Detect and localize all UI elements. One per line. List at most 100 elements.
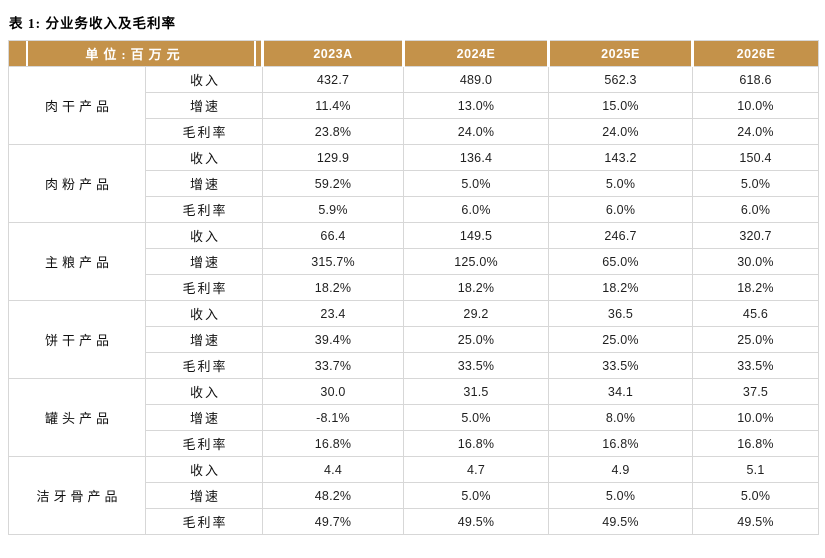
metric-label-cell: 增速 <box>145 482 263 509</box>
value-cell: 18.2% <box>262 274 404 301</box>
value-cell: 16.8% <box>403 430 549 457</box>
value-cell: 246.7 <box>548 222 693 249</box>
value-cell: 18.2% <box>403 274 549 301</box>
value-cell: 4.9 <box>548 456 693 483</box>
header-row: 单位:百万元 2023A 2024E 2025E 2026E <box>8 40 819 67</box>
value-cell: 18.2% <box>692 274 819 301</box>
year-col-2026E: 2026E <box>691 40 819 67</box>
value-cell: 618.6 <box>692 66 819 93</box>
metric-label-cell: 毛利率 <box>145 118 263 145</box>
value-cell: 6.0% <box>692 196 819 223</box>
table-row: 毛利率 49.7% 49.5% 49.5% 49.5% <box>9 508 819 535</box>
value-cell: 49.5% <box>692 508 819 535</box>
value-cell: 5.0% <box>548 482 693 509</box>
value-cell: 10.0% <box>692 404 819 431</box>
value-cell: 16.8% <box>262 430 404 457</box>
table-row: 增速 39.4% 25.0% 25.0% 25.0% <box>9 326 819 353</box>
value-cell: 4.7 <box>403 456 549 483</box>
value-cell: 36.5 <box>548 300 693 327</box>
value-cell: 5.1 <box>692 456 819 483</box>
table-row: 增速 48.2% 5.0% 5.0% 5.0% <box>9 482 819 509</box>
value-cell: 5.0% <box>403 482 549 509</box>
value-cell: 24.0% <box>548 118 693 145</box>
report-page: 表 1: 分业务收入及毛利率 单位:百万元 2023A 2024E 2025E … <box>8 16 819 535</box>
value-cell: 8.0% <box>548 404 693 431</box>
value-cell: 5.0% <box>692 170 819 197</box>
group-name-cell: 罐头产品 <box>8 378 146 457</box>
metric-label-cell: 收入 <box>145 300 263 327</box>
value-cell: 16.8% <box>692 430 819 457</box>
metric-label-cell: 收入 <box>145 378 263 405</box>
group-name-cell: 肉干产品 <box>8 66 146 145</box>
metric-label-cell: 毛利率 <box>145 274 263 301</box>
value-cell: 562.3 <box>548 66 693 93</box>
table-row: 毛利率 33.7% 33.5% 33.5% 33.5% <box>9 352 819 379</box>
table-row: 饼干产品 收入 23.4 29.2 36.5 45.6 <box>8 300 819 379</box>
value-cell: 5.0% <box>403 404 549 431</box>
value-cell: 136.4 <box>403 144 549 171</box>
value-cell: 315.7% <box>262 248 404 275</box>
value-cell: 149.5 <box>403 222 549 249</box>
group-name-cell: 主粮产品 <box>8 222 146 301</box>
table-row: 肉干产品 收入 432.7 489.0 562.3 618.6 <box>8 66 819 145</box>
metric-label-cell: 收入 <box>145 456 263 483</box>
value-cell: 29.2 <box>403 300 549 327</box>
year-col-2025E: 2025E <box>547 40 693 67</box>
table-row: 增速 11.4% 13.0% 15.0% 10.0% <box>9 92 819 119</box>
value-cell: 23.8% <box>262 118 404 145</box>
value-cell: 320.7 <box>692 222 819 249</box>
metric-label-cell: 毛利率 <box>145 430 263 457</box>
year-col-2024E: 2024E <box>402 40 549 67</box>
table-row: 毛利率 18.2% 18.2% 18.2% 18.2% <box>9 274 819 301</box>
value-cell: 5.9% <box>262 196 404 223</box>
metric-label-cell: 毛利率 <box>145 508 263 535</box>
value-cell: 23.4 <box>262 300 404 327</box>
value-cell: 18.2% <box>548 274 693 301</box>
value-cell: -8.1% <box>262 404 404 431</box>
value-cell: 143.2 <box>548 144 693 171</box>
value-cell: 5.0% <box>548 170 693 197</box>
table-row: 增速 315.7% 125.0% 65.0% 30.0% <box>9 248 819 275</box>
metric-label-cell: 收入 <box>145 144 263 171</box>
value-cell: 31.5 <box>403 378 549 405</box>
table-title: 表 1: 分业务收入及毛利率 <box>9 16 176 31</box>
value-cell: 129.9 <box>262 144 404 171</box>
value-cell: 45.6 <box>692 300 819 327</box>
table-header: 单位:百万元 2023A 2024E 2025E 2026E <box>8 40 819 67</box>
value-cell: 5.0% <box>403 170 549 197</box>
group-name-cell: 饼干产品 <box>8 300 146 379</box>
value-cell: 37.5 <box>692 378 819 405</box>
metric-label-cell: 增速 <box>145 404 263 431</box>
value-cell: 66.4 <box>262 222 404 249</box>
metric-label-cell: 增速 <box>145 92 263 119</box>
value-cell: 48.2% <box>262 482 404 509</box>
value-cell: 65.0% <box>548 248 693 275</box>
value-cell: 4.4 <box>262 456 404 483</box>
value-cell: 125.0% <box>403 248 549 275</box>
value-cell: 25.0% <box>692 326 819 353</box>
table-row: 毛利率 16.8% 16.8% 16.8% 16.8% <box>9 430 819 457</box>
table-row: 增速 59.2% 5.0% 5.0% 5.0% <box>9 170 819 197</box>
table-row: 肉粉产品 收入 129.9 136.4 143.2 150.4 <box>8 144 819 223</box>
value-cell: 15.0% <box>548 92 693 119</box>
value-cell: 33.5% <box>692 352 819 379</box>
value-cell: 6.0% <box>548 196 693 223</box>
value-cell: 59.2% <box>262 170 404 197</box>
value-cell: 33.5% <box>548 352 693 379</box>
table-body: 肉干产品 收入 432.7 489.0 562.3 618.6 增速 11.4% 13.0% 15… <box>8 66 819 535</box>
value-cell: 33.5% <box>403 352 549 379</box>
value-cell: 49.5% <box>403 508 549 535</box>
metric-label-cell: 收入 <box>145 222 263 249</box>
value-cell: 30.0% <box>692 248 819 275</box>
value-cell: 16.8% <box>548 430 693 457</box>
metric-label-cell: 毛利率 <box>145 352 263 379</box>
year-col-2023A: 2023A <box>261 40 404 67</box>
value-cell: 24.0% <box>692 118 819 145</box>
value-cell: 432.7 <box>262 66 404 93</box>
value-cell: 33.7% <box>262 352 404 379</box>
value-cell: 49.5% <box>548 508 693 535</box>
metric-label-cell: 增速 <box>145 326 263 353</box>
value-cell: 24.0% <box>403 118 549 145</box>
value-cell: 39.4% <box>262 326 404 353</box>
metric-label-cell: 收入 <box>145 66 263 93</box>
